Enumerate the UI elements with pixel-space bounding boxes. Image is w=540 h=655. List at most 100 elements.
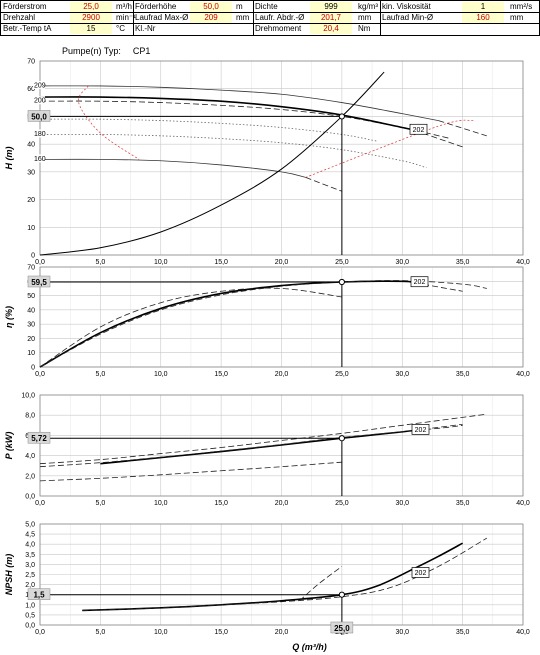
y-axis-label: P (kW) <box>4 432 14 460</box>
series-line-209 <box>39 413 487 465</box>
y-tick-label: 70 <box>27 59 35 66</box>
header-value: 209 <box>190 13 232 23</box>
operating-value-flag <box>27 275 51 288</box>
y-tick-label: 50 <box>27 293 35 300</box>
header-label: Drehzahl <box>3 13 36 22</box>
y-tick-label: 20 <box>27 197 35 204</box>
header-unit: mm <box>358 13 372 22</box>
operating-point-marker <box>338 113 345 120</box>
diameter-label-bg <box>33 129 45 138</box>
header-label: kin. Viskosität <box>382 2 431 11</box>
header-label: Kl.-Nr <box>135 24 156 33</box>
header-rule <box>0 23 540 24</box>
series-line-160 <box>39 158 306 178</box>
series-line-160 <box>305 177 343 192</box>
x-tick-label: 0,0 <box>35 371 45 378</box>
header-unit: °C <box>116 24 125 33</box>
x-tick-label: 35,0 <box>456 629 470 636</box>
operating-value-y: 50,0 <box>31 112 47 121</box>
y-tick-label: 10,0 <box>21 393 35 400</box>
header-label: Laufrad Min-Ø <box>382 13 434 22</box>
header-unit: mm <box>236 13 250 22</box>
x-tick-label: 5,0 <box>96 371 106 378</box>
y-tick-label: 10 <box>27 225 35 232</box>
diameter-label: 200 <box>34 98 46 105</box>
header-value: 50,0 <box>190 2 232 12</box>
x-tick-label: 35,0 <box>456 259 470 266</box>
diameter-label: 180 <box>34 131 46 138</box>
header-rule <box>0 12 540 13</box>
y-tick-label: 1,0 <box>25 602 35 609</box>
header-unit: Nm <box>358 24 371 33</box>
chart-2: 0,0 5,0 10,0 15,0 20,0 25,0 30,0 35,0 40,0 0 10 20 3… <box>4 265 530 379</box>
series-line-209 <box>39 85 439 121</box>
series-line-180 <box>39 133 427 169</box>
y-tick-label: 2,0 <box>25 582 35 589</box>
operating-value-x: 25,0 <box>334 624 350 633</box>
operating-value-y: 5,72 <box>31 434 47 443</box>
y-tick-label: 8,0 <box>25 413 35 420</box>
y-axis-label: H (m) <box>4 147 14 170</box>
plot-frame <box>39 394 524 497</box>
header-value: 201,7 <box>310 13 352 23</box>
header-rule <box>0 0 1 36</box>
series-line-max-flow <box>305 119 475 178</box>
y-tick-label: 0,0 <box>25 623 35 630</box>
header-value: 2900 <box>70 13 112 23</box>
x-tick-label: 0,0 <box>35 500 45 507</box>
operating-value-flag <box>330 621 354 634</box>
y-tick-label: 30 <box>27 169 35 176</box>
y-tick-label: 0,5 <box>25 612 35 619</box>
curve-label: 202 <box>414 279 426 286</box>
operating-value-flag <box>27 110 51 122</box>
y-tick-label: 0 <box>31 253 35 260</box>
series-line-202 <box>39 96 415 132</box>
y-tick-label: 40 <box>27 142 35 149</box>
x-tick-label: 25,0 <box>335 259 349 266</box>
y-tick-label: 3,5 <box>25 552 35 559</box>
x-tick-label: 15,0 <box>214 500 228 507</box>
y-tick-label: 10 <box>27 350 35 357</box>
x-tick-label: 15,0 <box>214 371 228 378</box>
x-tick-label: 30,0 <box>395 500 409 507</box>
operating-value-y: 59,5 <box>31 278 47 287</box>
header-unit: mm <box>510 13 524 22</box>
x-tick-label: 0,0 <box>35 259 45 266</box>
pump-type-label: Pumpe(n) Typ: <box>62 46 121 56</box>
curve-label-box <box>411 567 430 578</box>
series-line-209 <box>438 120 487 137</box>
series-line-202 <box>82 542 464 612</box>
y-tick-label: 3,0 <box>25 562 35 569</box>
header-value: 20,4 <box>310 24 352 34</box>
x-tick-label: 30,0 <box>395 629 409 636</box>
header-rule <box>380 0 381 36</box>
y-tick-label: 2,0 <box>25 473 35 480</box>
series-line-160 <box>39 287 342 368</box>
series-line-160 <box>299 566 343 602</box>
header-unit: mm²/s <box>510 2 533 11</box>
series-line-209 <box>82 537 487 611</box>
x-tick-label: 35,0 <box>456 371 470 378</box>
x-tick-label: 30,0 <box>395 371 409 378</box>
header-unit: kg/m³ <box>358 2 378 11</box>
header-unit: m <box>236 2 243 11</box>
x-tick-label: 10,0 <box>154 500 168 507</box>
x-tick-label: 25,0 <box>335 500 349 507</box>
diameter-label: 160 <box>34 156 46 163</box>
x-tick-label: 10,0 <box>154 629 168 636</box>
operating-value-flag <box>27 431 51 444</box>
operating-point-marker <box>338 435 345 442</box>
y-tick-label: 20 <box>27 336 35 343</box>
header-label: Laufr. Abdr.-Ø <box>255 13 305 22</box>
y-tick-label: 30 <box>27 322 35 329</box>
header-rule <box>0 0 540 1</box>
header-table: Förderstrom 25,0 m³/h Förderhöhe 50,0 m Dichte… <box>0 0 540 36</box>
header-label: Betr.-Temp tA <box>3 24 52 33</box>
header-value: 1 <box>462 2 504 12</box>
curve-label: 202 <box>413 127 425 134</box>
y-tick-label: 60 <box>27 86 35 93</box>
plot-frame <box>39 523 524 626</box>
curve-label-box <box>411 424 430 435</box>
x-tick-label: 5,0 <box>96 259 106 266</box>
